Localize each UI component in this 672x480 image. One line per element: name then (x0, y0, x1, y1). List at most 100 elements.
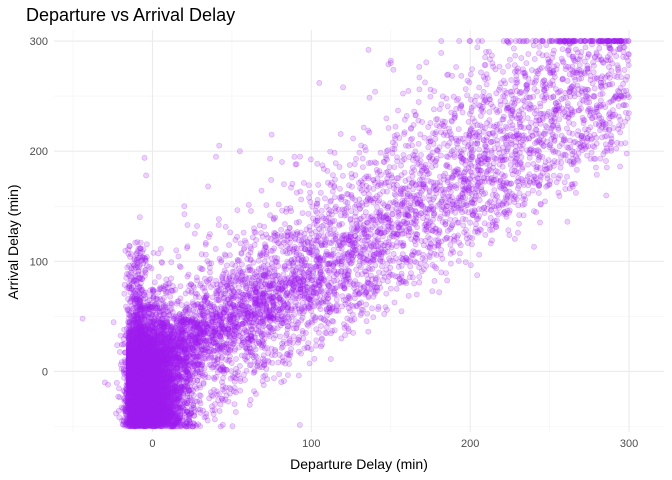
data-point (136, 391, 143, 398)
data-point (150, 409, 156, 416)
data-point (139, 418, 145, 425)
data-point (141, 401, 148, 407)
data-point (144, 350, 151, 357)
data-point (129, 414, 135, 421)
data-point (172, 389, 179, 396)
data-point (154, 414, 161, 421)
data-point (160, 379, 167, 386)
data-point (158, 306, 164, 313)
data-point (183, 304, 190, 311)
data-point (152, 406, 159, 413)
data-point (365, 328, 372, 335)
data-point (142, 420, 149, 427)
data-point (133, 381, 140, 387)
data-point (130, 422, 137, 429)
data-point (155, 397, 162, 404)
data-point (134, 414, 141, 421)
data-point (140, 342, 147, 349)
data-point (143, 398, 150, 405)
data-point (174, 404, 181, 411)
data-point (123, 363, 130, 369)
data-point (153, 413, 160, 420)
data-point (125, 394, 132, 400)
data-point (158, 366, 164, 373)
data-point (138, 353, 145, 360)
data-point (148, 377, 155, 384)
data-point (137, 408, 144, 415)
data-point (144, 326, 150, 333)
data-point (134, 373, 140, 380)
data-point (132, 378, 139, 385)
data-point (129, 399, 136, 405)
data-point (160, 412, 167, 419)
data-point (144, 347, 150, 353)
data-point (152, 422, 159, 429)
data-point (135, 417, 142, 424)
data-point (162, 409, 169, 416)
data-point (152, 358, 159, 365)
data-point (153, 409, 160, 416)
data-point (157, 364, 164, 371)
data-point (162, 345, 168, 352)
data-point (134, 386, 141, 392)
data-point (131, 418, 138, 425)
data-point (152, 405, 159, 412)
data-point (164, 413, 171, 420)
data-point (174, 396, 181, 403)
data-point (159, 373, 166, 380)
data-point (132, 403, 138, 410)
data-point (123, 416, 130, 423)
data-point (138, 314, 145, 320)
data-point (531, 243, 537, 250)
data-point (138, 409, 144, 416)
data-point (127, 414, 134, 420)
data-point (133, 411, 140, 418)
data-point (157, 327, 164, 334)
data-point (155, 318, 162, 325)
data-point (158, 383, 165, 390)
data-point (153, 343, 159, 349)
data-point (135, 391, 141, 398)
data-point (129, 399, 136, 406)
data-point (121, 388, 128, 395)
data-point (154, 386, 161, 393)
data-point (149, 369, 156, 376)
data-point (150, 399, 156, 406)
data-point (164, 404, 170, 411)
data-point (145, 384, 152, 391)
data-point (131, 350, 137, 357)
data-point (149, 423, 156, 430)
data-point (165, 323, 172, 330)
data-point (157, 328, 164, 335)
data-point (153, 393, 160, 400)
data-point (179, 405, 186, 411)
data-point (161, 384, 168, 391)
data-point (181, 211, 188, 218)
data-point (152, 382, 158, 389)
data-point (134, 399, 140, 406)
data-point (141, 367, 147, 374)
data-point (146, 414, 153, 420)
data-point (181, 422, 187, 429)
data-point (163, 354, 170, 361)
data-point (177, 412, 184, 419)
data-point (152, 362, 159, 369)
data-point (153, 385, 160, 392)
data-point (139, 358, 146, 365)
data-point (158, 362, 164, 369)
data-point (166, 355, 173, 362)
data-point (138, 331, 145, 338)
data-point (136, 420, 143, 427)
data-point (169, 347, 176, 353)
data-point (157, 412, 164, 418)
data-point (535, 190, 542, 196)
data-point (138, 361, 145, 368)
data-point (129, 416, 136, 423)
data-point (159, 398, 166, 405)
data-point (155, 418, 162, 425)
data-point (173, 398, 180, 404)
data-point (152, 422, 159, 429)
data-point (133, 422, 139, 429)
data-point (148, 394, 155, 401)
data-point (137, 399, 144, 406)
